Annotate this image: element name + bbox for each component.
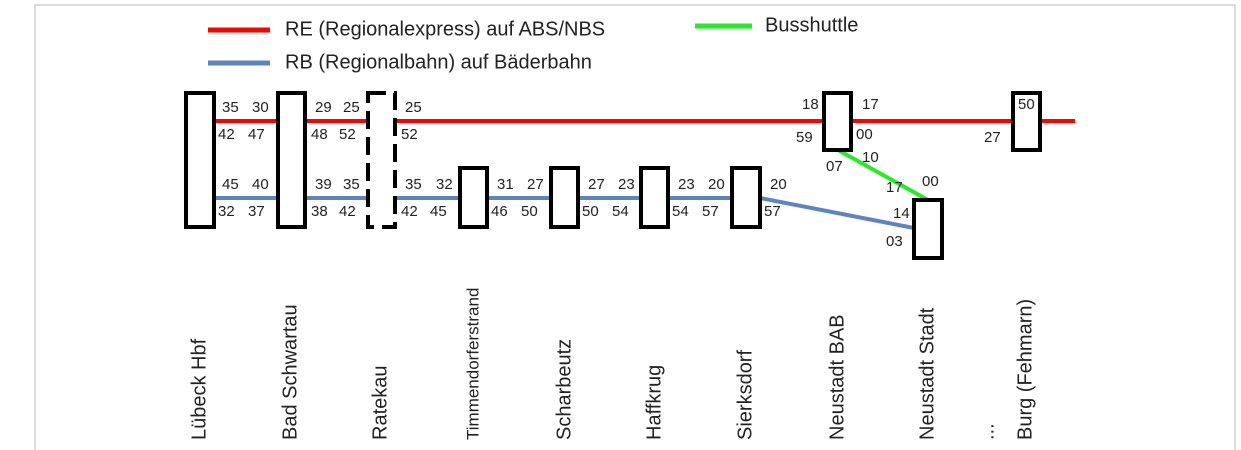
station-box [1011, 91, 1042, 152]
frame [34, 4, 1236, 450]
time-label: 42 [401, 203, 418, 220]
station-box [458, 166, 489, 229]
time-label: 25 [405, 99, 422, 116]
time-label: 45 [222, 176, 239, 193]
time-label: 52 [339, 126, 356, 143]
time-label: 39 [315, 176, 332, 193]
time-label: 35 [343, 176, 360, 193]
station-name: Bad Schwartau [279, 304, 301, 440]
time-label: 54 [672, 203, 689, 220]
station-box [366, 91, 397, 229]
time-label: 27 [984, 129, 1001, 146]
time-label: 20 [708, 176, 725, 193]
time-label: 00 [922, 173, 939, 190]
time-label: 03 [886, 233, 903, 250]
time-label: 23 [678, 176, 695, 193]
station-box [639, 166, 670, 229]
time-label: 07 [826, 158, 843, 175]
station-name: Timmendorferstrand [463, 288, 482, 440]
legend-label: RE (Regionalexpress) auf ABS/NBS [285, 18, 605, 40]
station-name: Lübeck Hbf [188, 338, 210, 440]
station-name: Scharbeutz [553, 339, 575, 440]
station-name: Sierksdorf [734, 350, 756, 440]
bus-line [837, 148, 929, 202]
time-label: 29 [315, 99, 332, 116]
station-name: ... [976, 423, 998, 440]
time-label: 23 [618, 176, 635, 193]
station-box [549, 166, 580, 229]
station-name: Haffkrug [643, 365, 665, 440]
station-box [822, 91, 853, 152]
time-label: 14 [893, 205, 910, 222]
time-label: 38 [311, 203, 328, 220]
station-box [912, 198, 944, 260]
time-label: 37 [248, 203, 265, 220]
station-box [730, 166, 762, 229]
time-label: 35 [222, 99, 239, 116]
time-label: 30 [252, 99, 269, 116]
time-label: 35 [405, 176, 422, 193]
time-label: 52 [401, 126, 418, 143]
time-label: 45 [430, 203, 447, 220]
station-boxes [184, 91, 1042, 260]
time-label: 54 [612, 203, 629, 220]
time-label: 40 [252, 176, 269, 193]
time-label: 50 [521, 203, 538, 220]
time-label: 57 [702, 203, 719, 220]
time-label: 57 [764, 203, 781, 220]
station-name: Neustadt Stadt [916, 307, 938, 440]
time-label: 20 [770, 176, 787, 193]
station-name: Neustadt BAB [826, 314, 848, 440]
time-label: 46 [491, 203, 508, 220]
legend-label: RB (Regionalbahn) auf Bäderbahn [285, 51, 592, 73]
station-box [276, 91, 307, 229]
time-label: 32 [436, 176, 453, 193]
time-label: 48 [311, 126, 328, 143]
time-label: 27 [527, 176, 544, 193]
time-label: 17 [886, 179, 903, 196]
legend-label: Busshuttle [765, 14, 858, 36]
time-label: 10 [862, 149, 879, 166]
time-label: 00 [856, 126, 873, 143]
station-box [184, 91, 216, 229]
time-label: 32 [218, 203, 235, 220]
time-label: 17 [862, 96, 879, 113]
time-label: 50 [1018, 96, 1035, 113]
time-label: 47 [248, 126, 265, 143]
time-label: 31 [497, 176, 514, 193]
station-name: Burg (Fehmarn) [1014, 299, 1036, 440]
station-name: Ratekau [369, 366, 391, 441]
time-label: 27 [588, 176, 605, 193]
time-label: 59 [796, 129, 813, 146]
time-label: 25 [343, 99, 360, 116]
time-label: 42 [339, 203, 356, 220]
time-label: 18 [802, 96, 819, 113]
time-label: 42 [218, 126, 235, 143]
time-label: 50 [582, 203, 599, 220]
